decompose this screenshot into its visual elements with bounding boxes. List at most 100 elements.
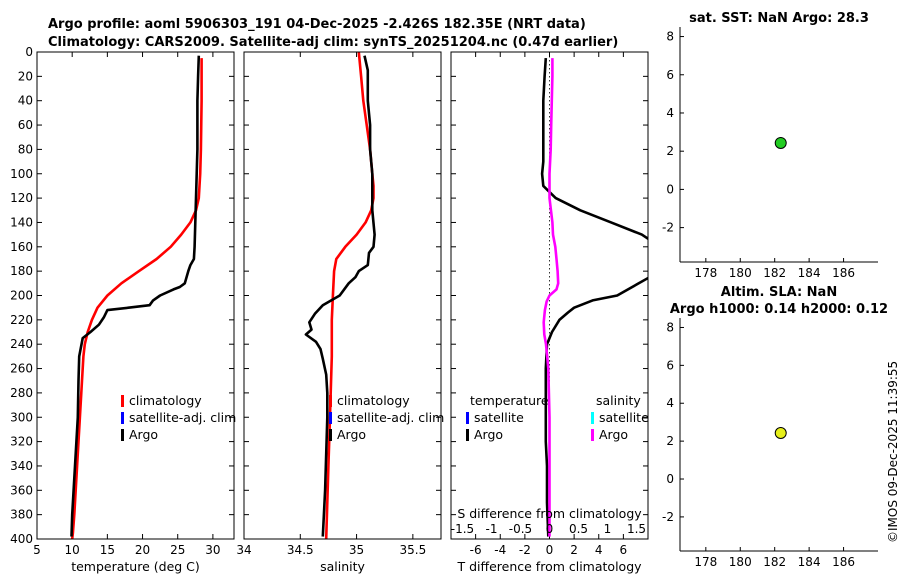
difference-s-tick-label: 0.5: [569, 522, 588, 536]
difference-temperature-legend-swatch: [466, 429, 469, 441]
ytick-label: 0: [25, 45, 33, 59]
sst-xtick-label: 180: [729, 266, 752, 280]
sst-marker: [774, 136, 787, 149]
temperature-legend-label: climatology: [129, 393, 202, 408]
difference-salinity-legend-label: satellite: [599, 410, 649, 425]
sst-xtick-label: 184: [798, 266, 821, 280]
salinity-legend-swatch: [329, 412, 332, 424]
sla-ytick-label: 2: [666, 434, 674, 448]
figure-title-line2: Climatology: CARS2009. Satellite-adj cli…: [48, 35, 618, 50]
ytick-label: 40: [18, 94, 33, 108]
temperature-legend-swatch: [121, 429, 124, 441]
sla-title-line2: Argo h1000: 0.14 h2000: 0.12: [670, 302, 888, 317]
sla-marker: [774, 426, 787, 439]
temperature-legend-label: satellite-adj. clim: [129, 410, 236, 425]
difference-temperature-legend-label: satellite: [474, 410, 524, 425]
difference-temperature-legend-swatch: [466, 412, 469, 424]
difference-legend-temperature-title: temperature: [470, 393, 549, 408]
sla-xtick-label: 182: [763, 555, 786, 569]
ytick-label: 400: [10, 532, 33, 546]
salinity-legend-swatch: [329, 429, 332, 441]
salinity-panel: 34 34.5 35 35.5 salinity climatology satellite…: [236, 51, 444, 574]
sla-ytick-label: -2: [662, 510, 674, 524]
temperature-series-argo: [70, 55, 201, 537]
sst-ytick-label: 8: [666, 30, 674, 44]
ytick-label: 220: [10, 313, 33, 327]
temperature-panel: 0 20 40 60 80 100 120 140 160 180 200 220 240 260 280 3…: [10, 45, 236, 574]
difference-s-tick-label: -0.5: [509, 522, 532, 536]
sla-xtick-label: 178: [694, 555, 717, 569]
salinity-xtick-label: 34.5: [287, 543, 314, 557]
temperature-plot-area: [37, 52, 234, 539]
difference-xtick-label: -2: [519, 543, 531, 557]
temperature-series-group: [70, 55, 203, 539]
difference-xtick-label: -6: [470, 543, 482, 557]
salinity-plot-area: [244, 52, 441, 539]
ytick-label: 240: [10, 337, 33, 351]
sla-ytick-label: 0: [666, 472, 674, 486]
ytick-label: 160: [10, 240, 33, 254]
ytick-label: 280: [10, 386, 33, 400]
difference-series-s-argo---clim: [542, 58, 560, 537]
difference-series-t-argo---clim: [540, 58, 648, 537]
sst-xtick-label: 178: [694, 266, 717, 280]
salinity-legend-swatch: [329, 395, 332, 407]
sla-panel: Altim. SLA: NaN Argo h1000: 0.14 h2000: 0…: [662, 285, 888, 569]
ytick-label: 100: [10, 167, 33, 181]
ytick-label: 120: [10, 191, 33, 205]
temperature-series-climatology: [70, 58, 203, 539]
salinity-axes-frame: [243, 51, 442, 540]
difference-salinity-legend-swatch: [591, 429, 594, 441]
difference-salinity-legend-label: Argo: [599, 427, 628, 442]
ytick-label: 320: [10, 435, 33, 449]
sla-xtick-label: 184: [798, 555, 821, 569]
sst-ytick-label: 2: [666, 144, 674, 158]
difference-panel: -6 -4 -2 0 2 4 6 T difference from climatology S…: [450, 51, 649, 574]
ytick-label: 20: [18, 69, 33, 83]
temperature-xtick-label: 25: [170, 543, 185, 557]
temperature-xlabel: temperature (deg C): [71, 559, 200, 574]
ytick-label: 80: [18, 142, 33, 156]
sst-xtick-label: 186: [832, 266, 855, 280]
temperature-xtick-label: 5: [33, 543, 41, 557]
salinity-series-argo: [304, 55, 376, 537]
difference-temperature-legend-label: Argo: [474, 427, 503, 442]
salinity-legend-label: Argo: [337, 427, 366, 442]
temperature-axes-frame: [36, 51, 235, 540]
difference-xtick-label: 2: [570, 543, 578, 557]
ytick-label: 200: [10, 289, 33, 303]
difference-xlabel: T difference from climatology: [456, 559, 642, 574]
salinity-xtick-label: 34: [236, 543, 251, 557]
ytick-label: 300: [10, 410, 33, 424]
difference-s-xlabel: S difference from climatology: [457, 506, 642, 521]
sla-title: Altim. SLA: NaN: [721, 285, 837, 300]
sst-ytick-label: -2: [662, 221, 674, 235]
difference-s-tick-label: 1: [604, 522, 612, 536]
ytick-label: 60: [18, 118, 33, 132]
sst-panel: sat. SST: NaN Argo: 28.3 -2 0 2 4 6 8 178 180 182…: [662, 11, 878, 280]
ytick-label: 140: [10, 215, 33, 229]
sst-ytick-label: 4: [666, 106, 674, 120]
temperature-xtick-label: 10: [65, 543, 80, 557]
temperature-legend-label: Argo: [129, 427, 158, 442]
difference-s-tick-label: 1.5: [627, 522, 646, 536]
salinity-series-group: [304, 52, 376, 539]
difference-xtick-label: 4: [595, 543, 603, 557]
sla-xtick-label: 180: [729, 555, 752, 569]
salinity-legend-label: climatology: [337, 393, 410, 408]
imos-timestamp: ©IMOS 09-Dec-2025 11:39:55: [886, 361, 900, 543]
ytick-label: 180: [10, 264, 33, 278]
figure-title-line1: Argo profile: aoml 5906303_191 04-Dec-20…: [48, 17, 586, 32]
temperature-legend-swatch: [121, 412, 124, 424]
difference-xtick-label: -4: [494, 543, 506, 557]
sst-ytick-label: 6: [666, 68, 674, 82]
temperature-xtick-label: 20: [135, 543, 150, 557]
salinity-series-climatology: [324, 52, 375, 539]
difference-s-tick-label: -1.5: [451, 522, 474, 536]
sla-ytick-label: 6: [666, 358, 674, 372]
sla-ytick-label: 4: [666, 396, 674, 410]
salinity-legend-label: satellite-adj. clim: [337, 410, 444, 425]
ytick-label: 380: [10, 508, 33, 522]
difference-xtick-label: 0: [546, 543, 554, 557]
